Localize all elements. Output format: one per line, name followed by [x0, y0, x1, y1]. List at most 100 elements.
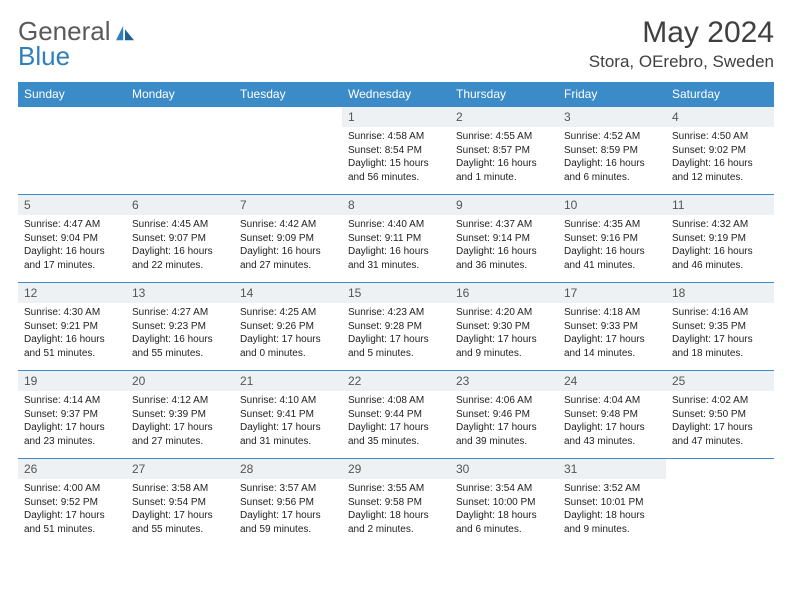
day-number: 12 [18, 283, 126, 303]
calendar-cell: 21Sunrise: 4:10 AMSunset: 9:41 PMDayligh… [234, 371, 342, 459]
day-details: Sunrise: 4:52 AMSunset: 8:59 PMDaylight:… [558, 127, 666, 189]
weekday-header-row: Sunday Monday Tuesday Wednesday Thursday… [18, 82, 774, 107]
day-details: Sunrise: 4:12 AMSunset: 9:39 PMDaylight:… [126, 391, 234, 453]
calendar-cell: 28Sunrise: 3:57 AMSunset: 9:56 PMDayligh… [234, 459, 342, 547]
calendar-grid: Sunday Monday Tuesday Wednesday Thursday… [18, 82, 774, 547]
day-details: Sunrise: 4:25 AMSunset: 9:26 PMDaylight:… [234, 303, 342, 365]
calendar-row: 26Sunrise: 4:00 AMSunset: 9:52 PMDayligh… [18, 459, 774, 547]
calendar-cell: 12Sunrise: 4:30 AMSunset: 9:21 PMDayligh… [18, 283, 126, 371]
day-details: Sunrise: 4:27 AMSunset: 9:23 PMDaylight:… [126, 303, 234, 365]
day-details: Sunrise: 4:20 AMSunset: 9:30 PMDaylight:… [450, 303, 558, 365]
day-number: 18 [666, 283, 774, 303]
calendar-cell: 22Sunrise: 4:08 AMSunset: 9:44 PMDayligh… [342, 371, 450, 459]
day-details: Sunrise: 4:02 AMSunset: 9:50 PMDaylight:… [666, 391, 774, 453]
day-number: 8 [342, 195, 450, 215]
calendar-cell: 19Sunrise: 4:14 AMSunset: 9:37 PMDayligh… [18, 371, 126, 459]
day-number: 13 [126, 283, 234, 303]
calendar-cell [234, 107, 342, 195]
day-details: Sunrise: 4:06 AMSunset: 9:46 PMDaylight:… [450, 391, 558, 453]
calendar-cell: 11Sunrise: 4:32 AMSunset: 9:19 PMDayligh… [666, 195, 774, 283]
calendar-cell: 20Sunrise: 4:12 AMSunset: 9:39 PMDayligh… [126, 371, 234, 459]
day-number: 31 [558, 459, 666, 479]
day-details: Sunrise: 4:35 AMSunset: 9:16 PMDaylight:… [558, 215, 666, 277]
day-details: Sunrise: 4:32 AMSunset: 9:19 PMDaylight:… [666, 215, 774, 277]
calendar-cell: 1Sunrise: 4:58 AMSunset: 8:54 PMDaylight… [342, 107, 450, 195]
day-number: 23 [450, 371, 558, 391]
calendar-cell [666, 459, 774, 547]
day-details: Sunrise: 4:40 AMSunset: 9:11 PMDaylight:… [342, 215, 450, 277]
day-details: Sunrise: 4:30 AMSunset: 9:21 PMDaylight:… [18, 303, 126, 365]
calendar-cell: 16Sunrise: 4:20 AMSunset: 9:30 PMDayligh… [450, 283, 558, 371]
day-number: 6 [126, 195, 234, 215]
day-number: 4 [666, 107, 774, 127]
weekday-header: Wednesday [342, 82, 450, 107]
calendar-cell: 17Sunrise: 4:18 AMSunset: 9:33 PMDayligh… [558, 283, 666, 371]
day-number: 24 [558, 371, 666, 391]
calendar-cell: 30Sunrise: 3:54 AMSunset: 10:00 PMDaylig… [450, 459, 558, 547]
day-number: 15 [342, 283, 450, 303]
day-number: 28 [234, 459, 342, 479]
day-number: 2 [450, 107, 558, 127]
calendar-cell: 27Sunrise: 3:58 AMSunset: 9:54 PMDayligh… [126, 459, 234, 547]
weekday-header: Tuesday [234, 82, 342, 107]
day-details: Sunrise: 4:58 AMSunset: 8:54 PMDaylight:… [342, 127, 450, 189]
calendar-cell [18, 107, 126, 195]
calendar-cell: 6Sunrise: 4:45 AMSunset: 9:07 PMDaylight… [126, 195, 234, 283]
weekday-header: Thursday [450, 82, 558, 107]
day-number: 20 [126, 371, 234, 391]
calendar-body: 1Sunrise: 4:58 AMSunset: 8:54 PMDaylight… [18, 107, 774, 547]
calendar-cell: 18Sunrise: 4:16 AMSunset: 9:35 PMDayligh… [666, 283, 774, 371]
weekday-header: Sunday [18, 82, 126, 107]
weekday-header: Monday [126, 82, 234, 107]
day-details: Sunrise: 4:10 AMSunset: 9:41 PMDaylight:… [234, 391, 342, 453]
day-number: 17 [558, 283, 666, 303]
calendar-cell: 14Sunrise: 4:25 AMSunset: 9:26 PMDayligh… [234, 283, 342, 371]
day-number: 22 [342, 371, 450, 391]
calendar-cell: 7Sunrise: 4:42 AMSunset: 9:09 PMDaylight… [234, 195, 342, 283]
day-details: Sunrise: 4:37 AMSunset: 9:14 PMDaylight:… [450, 215, 558, 277]
day-number: 26 [18, 459, 126, 479]
day-details: Sunrise: 4:04 AMSunset: 9:48 PMDaylight:… [558, 391, 666, 453]
calendar-cell: 13Sunrise: 4:27 AMSunset: 9:23 PMDayligh… [126, 283, 234, 371]
day-number: 16 [450, 283, 558, 303]
calendar-cell: 31Sunrise: 3:52 AMSunset: 10:01 PMDaylig… [558, 459, 666, 547]
day-details: Sunrise: 3:54 AMSunset: 10:00 PMDaylight… [450, 479, 558, 541]
calendar-cell: 9Sunrise: 4:37 AMSunset: 9:14 PMDaylight… [450, 195, 558, 283]
day-details: Sunrise: 3:52 AMSunset: 10:01 PMDaylight… [558, 479, 666, 541]
day-number: 25 [666, 371, 774, 391]
month-title: May 2024 [589, 16, 774, 50]
calendar-cell: 15Sunrise: 4:23 AMSunset: 9:28 PMDayligh… [342, 283, 450, 371]
calendar-cell: 23Sunrise: 4:06 AMSunset: 9:46 PMDayligh… [450, 371, 558, 459]
day-details: Sunrise: 4:08 AMSunset: 9:44 PMDaylight:… [342, 391, 450, 453]
day-details: Sunrise: 3:55 AMSunset: 9:58 PMDaylight:… [342, 479, 450, 541]
day-details: Sunrise: 4:23 AMSunset: 9:28 PMDaylight:… [342, 303, 450, 365]
calendar-row: 5Sunrise: 4:47 AMSunset: 9:04 PMDaylight… [18, 195, 774, 283]
day-number: 1 [342, 107, 450, 127]
calendar-cell: 24Sunrise: 4:04 AMSunset: 9:48 PMDayligh… [558, 371, 666, 459]
calendar-cell: 25Sunrise: 4:02 AMSunset: 9:50 PMDayligh… [666, 371, 774, 459]
calendar-cell: 4Sunrise: 4:50 AMSunset: 9:02 PMDaylight… [666, 107, 774, 195]
day-details: Sunrise: 4:47 AMSunset: 9:04 PMDaylight:… [18, 215, 126, 277]
calendar-cell: 2Sunrise: 4:55 AMSunset: 8:57 PMDaylight… [450, 107, 558, 195]
day-details: Sunrise: 4:16 AMSunset: 9:35 PMDaylight:… [666, 303, 774, 365]
day-number: 29 [342, 459, 450, 479]
day-number: 10 [558, 195, 666, 215]
title-block: May 2024 Stora, OErebro, Sweden [589, 16, 774, 72]
day-number: 30 [450, 459, 558, 479]
weekday-header: Friday [558, 82, 666, 107]
day-details: Sunrise: 4:18 AMSunset: 9:33 PMDaylight:… [558, 303, 666, 365]
day-details: Sunrise: 4:55 AMSunset: 8:57 PMDaylight:… [450, 127, 558, 189]
calendar-cell: 3Sunrise: 4:52 AMSunset: 8:59 PMDaylight… [558, 107, 666, 195]
day-number: 9 [450, 195, 558, 215]
day-number: 7 [234, 195, 342, 215]
day-details: Sunrise: 4:00 AMSunset: 9:52 PMDaylight:… [18, 479, 126, 541]
page-header: GeneralBlue May 2024 Stora, OErebro, Swe… [18, 16, 774, 72]
calendar-row: 12Sunrise: 4:30 AMSunset: 9:21 PMDayligh… [18, 283, 774, 371]
day-number: 5 [18, 195, 126, 215]
day-details: Sunrise: 3:57 AMSunset: 9:56 PMDaylight:… [234, 479, 342, 541]
calendar-page: GeneralBlue May 2024 Stora, OErebro, Swe… [0, 0, 792, 557]
day-number: 19 [18, 371, 126, 391]
calendar-cell: 10Sunrise: 4:35 AMSunset: 9:16 PMDayligh… [558, 195, 666, 283]
day-number: 11 [666, 195, 774, 215]
calendar-cell: 26Sunrise: 4:00 AMSunset: 9:52 PMDayligh… [18, 459, 126, 547]
